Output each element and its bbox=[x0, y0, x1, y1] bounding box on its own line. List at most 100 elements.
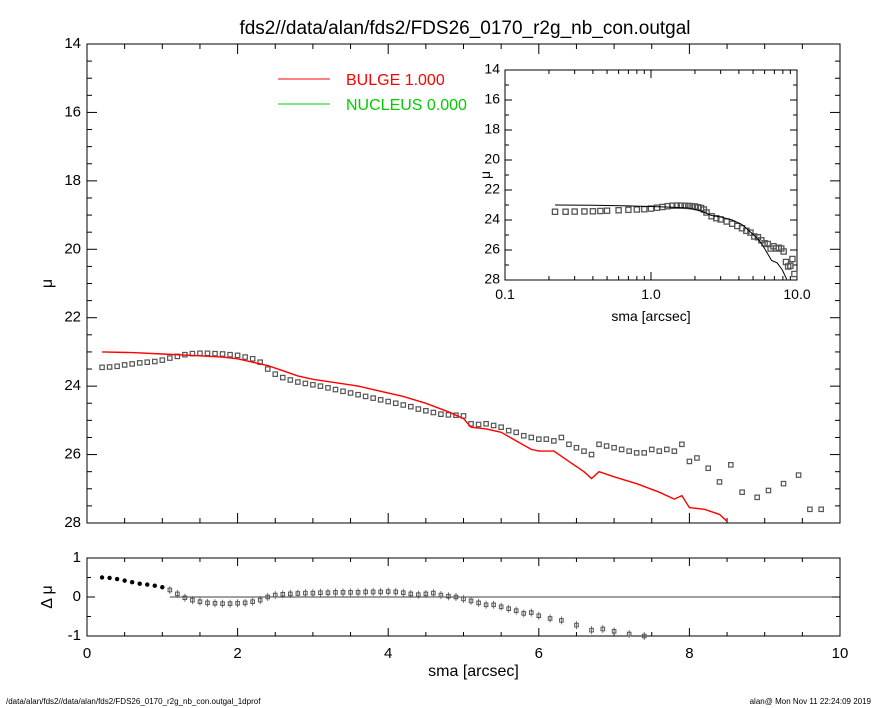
inset-data-point bbox=[787, 262, 794, 269]
main-data-point bbox=[362, 393, 369, 400]
residual-point bbox=[167, 587, 173, 593]
legend-nucleus-label: NUCLEUS 0.000 bbox=[346, 97, 467, 114]
main-data-point bbox=[528, 434, 535, 441]
main-y-tick-label: 24 bbox=[64, 377, 81, 394]
residual-point bbox=[99, 575, 105, 580]
main-data-point bbox=[780, 480, 787, 487]
residual-point bbox=[355, 590, 361, 595]
main-data-point bbox=[818, 506, 824, 513]
main-data-point bbox=[513, 429, 520, 436]
main-data-point bbox=[611, 444, 617, 451]
residual-point bbox=[303, 590, 308, 596]
inset-panel: 0.1 1.0 10.0 14 16 18 20 22 24 26 28 μ sma [arcsec] bbox=[477, 61, 811, 324]
main-data-point bbox=[264, 366, 271, 372]
main-data-point bbox=[438, 411, 444, 417]
inset-data-point bbox=[677, 202, 685, 209]
main-data-point bbox=[121, 362, 128, 368]
residual-y-tick-label: 1 bbox=[73, 549, 81, 566]
residual-point bbox=[235, 600, 240, 606]
inset-x-tick-label: 1.0 bbox=[641, 286, 661, 302]
inset-y-tick-label: 26 bbox=[484, 241, 500, 257]
residual-point bbox=[378, 589, 383, 595]
residual-point bbox=[310, 590, 316, 596]
main-data-point bbox=[272, 371, 279, 377]
main-data-point bbox=[227, 351, 233, 358]
residual-point bbox=[325, 590, 331, 596]
main-data-point bbox=[453, 412, 459, 419]
residual-point bbox=[348, 590, 353, 595]
residual-point bbox=[227, 601, 233, 606]
residual-point bbox=[491, 602, 496, 608]
residual-point bbox=[468, 598, 474, 604]
main-data-point bbox=[588, 451, 595, 458]
main-data-point bbox=[686, 458, 693, 465]
main-data-point bbox=[716, 479, 723, 485]
inset-data-point bbox=[751, 233, 758, 240]
main-y-axis-label: μ bbox=[39, 279, 56, 288]
main-data-point bbox=[520, 432, 527, 439]
main-panel: 14 16 18 20 22 24 26 28 μ bbox=[39, 35, 841, 531]
main-data-point bbox=[626, 448, 632, 454]
main-data-point bbox=[279, 374, 286, 381]
residual-point bbox=[190, 597, 195, 603]
residual-point bbox=[521, 611, 527, 616]
main-data-point bbox=[392, 400, 399, 407]
residual-y-tick-label: 0 bbox=[73, 588, 81, 605]
main-data-point bbox=[483, 420, 489, 427]
residual-point bbox=[370, 589, 376, 595]
inset-x-axis-label: sma [arcsec] bbox=[611, 308, 690, 324]
main-data-point bbox=[671, 448, 678, 454]
inset-y-axis-label: μ bbox=[477, 171, 493, 179]
inset-data-point bbox=[791, 270, 798, 278]
residual-point bbox=[363, 589, 368, 595]
main-data-point bbox=[249, 355, 256, 362]
residual-point bbox=[600, 626, 606, 632]
main-data-point bbox=[151, 358, 158, 365]
main-data-point bbox=[705, 465, 712, 472]
main-y-tick-label: 18 bbox=[64, 172, 81, 189]
main-data-point bbox=[739, 489, 745, 496]
main-data-point bbox=[445, 412, 452, 418]
main-y-tick-label: 14 bbox=[64, 35, 81, 52]
main-data-point bbox=[212, 350, 218, 357]
residual-point bbox=[280, 591, 286, 597]
main-data-point bbox=[551, 438, 557, 444]
main-data-point bbox=[754, 494, 760, 501]
main-data-point bbox=[325, 385, 331, 391]
main-data-point bbox=[400, 402, 407, 408]
main-data-point bbox=[498, 424, 504, 431]
residual-y-tick-label: -1 bbox=[68, 627, 81, 644]
main-data-point bbox=[573, 444, 580, 451]
inset-y-tick-label: 22 bbox=[484, 181, 500, 197]
main-data-point bbox=[204, 350, 211, 357]
main-data-point bbox=[490, 422, 497, 429]
inset-y-tick-label: 20 bbox=[484, 151, 500, 167]
residual-point bbox=[122, 578, 127, 583]
main-data-point bbox=[543, 436, 550, 442]
residual-x-axis-label: sma [arcsec] bbox=[428, 663, 519, 680]
main-data-point bbox=[136, 360, 143, 366]
residual-point bbox=[559, 618, 564, 623]
main-data-point bbox=[656, 448, 663, 454]
main-data-point bbox=[505, 427, 512, 434]
legend: BULGE 1.000 NUCLEUS 0.000 bbox=[278, 72, 467, 114]
inset-y-tick-label: 24 bbox=[484, 211, 500, 227]
residual-point bbox=[416, 592, 421, 597]
residual-point bbox=[212, 600, 218, 606]
residual-point bbox=[265, 594, 271, 600]
inset-y-tick-label: 14 bbox=[484, 61, 500, 77]
inset-x-tick-label: 0.1 bbox=[495, 286, 515, 302]
residual-point bbox=[152, 583, 157, 588]
main-data-point bbox=[106, 364, 113, 370]
main-data-point bbox=[159, 357, 166, 363]
main-data-point bbox=[385, 398, 392, 405]
main-data-point bbox=[475, 421, 482, 428]
main-y-tick-label: 22 bbox=[64, 309, 81, 326]
inset-data-point bbox=[589, 208, 597, 215]
residual-point bbox=[641, 633, 647, 639]
main-data-point bbox=[415, 406, 422, 412]
residual-point bbox=[114, 576, 120, 582]
residual-point bbox=[295, 591, 301, 596]
main-data-point bbox=[242, 354, 248, 360]
